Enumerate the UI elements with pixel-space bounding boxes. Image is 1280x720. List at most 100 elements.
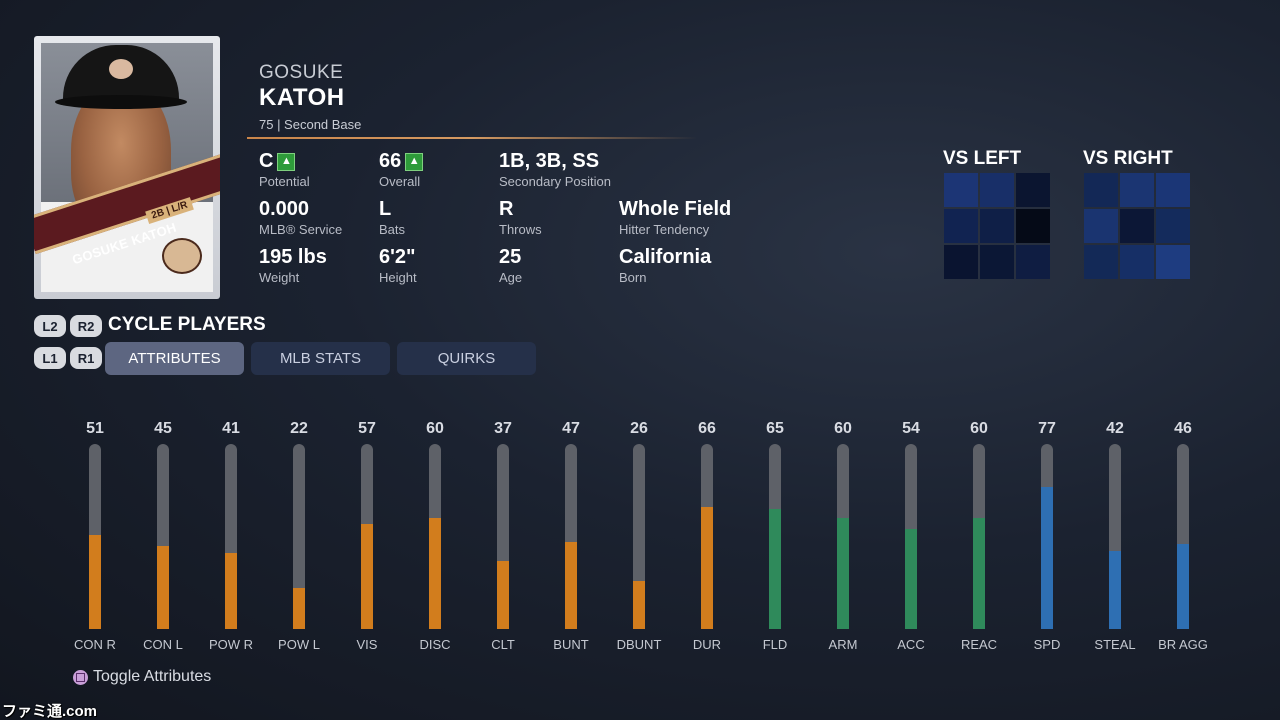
attribute-bar-fill xyxy=(361,524,373,629)
attribute-value: 46 xyxy=(1174,420,1192,437)
attribute-value: 54 xyxy=(902,420,920,437)
attribute-bar-track xyxy=(89,444,101,629)
attribute-bar-track xyxy=(973,444,985,629)
attribute-label: DBUNT xyxy=(616,637,662,652)
r2-button[interactable]: R2 xyxy=(70,315,102,337)
attribute-label: FLD xyxy=(762,637,788,652)
attribute-label: SPD xyxy=(1033,637,1061,652)
attribute-value: 60 xyxy=(834,420,852,437)
cap-logo-icon xyxy=(109,59,133,79)
stat-value: 25 xyxy=(499,246,522,268)
stat-label: Secondary Position xyxy=(499,174,612,189)
vs-left-zone-cell xyxy=(980,209,1014,243)
attribute-value: 60 xyxy=(970,420,988,437)
stat-label: Height xyxy=(379,270,417,285)
attribute-bar-fill xyxy=(837,518,849,629)
stat-potential: C ▲ Potential xyxy=(259,150,310,189)
stat-bats: L Bats xyxy=(379,198,405,237)
attribute-bar-track xyxy=(565,444,577,629)
l2-button[interactable]: L2 xyxy=(34,315,66,337)
attribute-bar-track xyxy=(1041,444,1053,629)
vs-right-zone-cell xyxy=(1156,245,1190,279)
arrow-up-icon: ▲ xyxy=(405,152,424,171)
attribute-bar-fill xyxy=(1177,544,1189,629)
tab-mlb-stats[interactable]: MLB STATS xyxy=(251,342,390,375)
attribute-bar-track xyxy=(225,444,237,629)
attribute-label: ACC xyxy=(897,637,925,652)
player-photo xyxy=(41,43,213,292)
toggle-attributes-hint[interactable]: Toggle Attributes xyxy=(73,668,211,686)
vs-left-zone-cell xyxy=(980,245,1014,279)
vs-right-zone-cell xyxy=(1084,245,1118,279)
vs-right-zone-cell xyxy=(1120,173,1154,207)
stat-value: Whole Field xyxy=(619,198,732,220)
attribute-bar-track xyxy=(633,444,645,629)
stat-label: Age xyxy=(499,270,523,285)
attribute-bar-track xyxy=(293,444,305,629)
attribute-bar-fill xyxy=(89,535,101,629)
stat-label: Hitter Tendency xyxy=(619,222,710,237)
stat-throws: R Throws xyxy=(499,198,542,237)
stat-label: Throws xyxy=(499,222,542,237)
attribute-value: 47 xyxy=(562,420,580,437)
team-mascot-icon xyxy=(162,238,202,274)
attribute-label: DUR xyxy=(692,637,722,652)
vs-right-title: VS RIGHT xyxy=(1083,148,1173,169)
attribute-bar-fill xyxy=(497,561,509,629)
l1-button[interactable]: L1 xyxy=(34,347,66,369)
vs-left-zone-cell xyxy=(980,173,1014,207)
attribute-bar-track xyxy=(701,444,713,629)
attribute-bar-track xyxy=(837,444,849,629)
stat-label: Potential xyxy=(259,174,310,189)
vs-left-zone-grid xyxy=(944,173,1050,279)
attribute-value: 51 xyxy=(86,420,104,437)
attribute-bar-fill xyxy=(225,553,237,629)
attribute-bar-track xyxy=(1177,444,1189,629)
attribute-value: 57 xyxy=(358,420,376,437)
attribute-label: CON L xyxy=(143,637,183,652)
vs-right-zone-cell xyxy=(1120,245,1154,279)
attribute-bar-track xyxy=(769,444,781,629)
attribute-label: ARM xyxy=(828,637,858,652)
vs-left-zone-cell xyxy=(944,173,978,207)
attribute-value: 77 xyxy=(1038,420,1056,437)
stat-label: Overall xyxy=(379,174,421,189)
player-card: GOSUKE KATOH 2B | L/R xyxy=(34,36,220,299)
vs-left-zone-cell xyxy=(944,245,978,279)
attribute-value: 26 xyxy=(630,420,648,437)
attribute-value: 42 xyxy=(1106,420,1124,437)
stat-mlb-service: 0.000 MLB® Service xyxy=(259,198,342,237)
r1-button[interactable]: R1 xyxy=(70,347,102,369)
attribute-label: REAC xyxy=(960,637,998,652)
stat-value: 195 lbs xyxy=(259,246,327,268)
stat-value: C xyxy=(259,150,274,172)
attribute-value: 65 xyxy=(766,420,784,437)
stat-value: L xyxy=(379,198,392,220)
stat-secondary-position: 1B, 3B, SS Secondary Position xyxy=(499,150,611,189)
attribute-value: 60 xyxy=(426,420,444,437)
vs-right-zone-cell xyxy=(1156,173,1190,207)
vs-right-zone-grid xyxy=(1084,173,1190,279)
attribute-bar-fill xyxy=(905,529,917,629)
attribute-bar-fill xyxy=(429,518,441,629)
vs-left-zone-cell xyxy=(1016,173,1050,207)
attribute-bar-track xyxy=(1109,444,1121,629)
attribute-bar-track xyxy=(497,444,509,629)
attribute-label: STEAL xyxy=(1094,637,1136,652)
stat-born: California Born xyxy=(619,246,711,285)
attribute-value: 37 xyxy=(494,420,512,437)
attribute-bar-track xyxy=(157,444,169,629)
attribute-bar-fill xyxy=(973,518,985,629)
vs-left-zone-cell xyxy=(1016,209,1050,243)
attribute-bar-fill xyxy=(565,542,577,629)
stat-age: 25 Age xyxy=(499,246,522,285)
attribute-label: BR AGG xyxy=(1158,637,1208,652)
stat-value: 6'2" xyxy=(379,246,416,268)
tab-attributes[interactable]: ATTRIBUTES xyxy=(105,342,244,375)
attribute-bar-fill xyxy=(293,588,305,629)
attribute-bar-fill xyxy=(1109,551,1121,629)
vs-left-zone-cell xyxy=(1016,245,1050,279)
player-rating-position: 75 | Second Base xyxy=(259,117,362,132)
tab-quirks[interactable]: QUIRKS xyxy=(397,342,536,375)
attribute-bar-fill xyxy=(633,581,645,629)
